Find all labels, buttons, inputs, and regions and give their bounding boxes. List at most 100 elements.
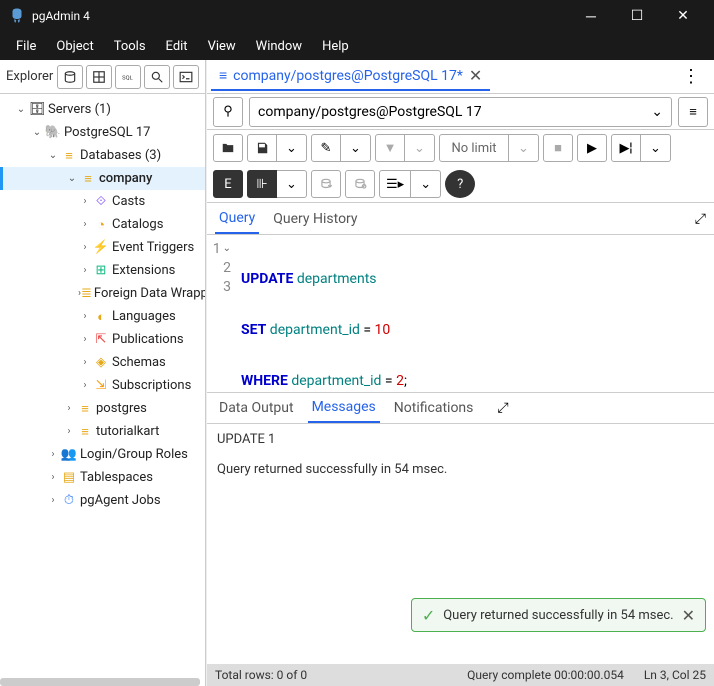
analyze-dropdown[interactable]: ⌄ [277,170,307,198]
commit-button[interactable] [311,170,341,198]
connection-row: ⚲ company/postgres@PostgreSQL 17 ⌄ ≡ [207,94,714,130]
extensions-icon: ⊞ [92,263,110,278]
sidebar-grid-icon[interactable] [86,65,112,89]
tree-catalogs[interactable]: ›◔Catalogs [0,213,205,236]
open-file-button[interactable] [213,134,243,162]
elephant-icon: 🐘 [44,125,62,140]
sql-editor[interactable]: 1 ⌄ 2 3 UPDATE departments SET departmen… [207,235,714,392]
macros-button[interactable]: ☰▸ [379,170,411,198]
database-icon: ≡ [76,424,94,440]
limit-dropdown[interactable]: ⌄ [509,134,539,162]
close-window-button[interactable]: ✕ [660,0,706,32]
languages-icon: ◐ [92,309,110,325]
explain-e-button[interactable]: E [213,170,243,198]
tablespaces-icon: ▤ [60,470,78,485]
explain-dropdown[interactable]: ⌄ [641,134,671,162]
foreign-icon: ≣ [81,286,92,301]
limit-select[interactable]: No limit [439,134,509,162]
sidebar-sql-icon[interactable]: SQL [115,65,141,89]
tree-subscriptions[interactable]: ›⇲Subscriptions [0,374,205,397]
tree-foreign-data[interactable]: ›≣Foreign Data Wrappers [0,282,205,305]
sidebar-header: Explorer SQL [0,60,205,94]
publications-icon: ⇱ [92,332,110,347]
disconnect-icon[interactable]: ⚲ [213,97,243,127]
triggers-icon: ⚡ [92,240,110,255]
chevron-down-icon: ⌄ [651,104,663,120]
connection-select[interactable]: company/postgres@PostgreSQL 17 ⌄ [249,97,672,127]
expand-editor-icon[interactable]: ⤢ [695,211,706,227]
tree-login-roles[interactable]: ›👥Login/Group Roles [0,443,205,466]
tab-query-history[interactable]: Query History [269,205,361,233]
roles-icon: 👥 [60,447,78,462]
connection-db-icon[interactable]: ≡ [678,97,708,127]
close-toast-icon[interactable]: ✕ [682,606,695,625]
tab-notifications[interactable]: Notifications [390,394,478,422]
filter-dropdown[interactable]: ⌄ [405,134,435,162]
code: UPDATE departments SET department_id = 1… [237,235,714,392]
menu-help[interactable]: Help [312,35,359,58]
menu-file[interactable]: File [6,35,46,58]
tree-schemas[interactable]: ›◈Schemas [0,351,205,374]
tab-messages[interactable]: Messages [308,393,380,423]
server-icon: 🗄 [28,102,46,117]
check-icon: ✓ [422,606,435,625]
filter-button[interactable]: ▼ [375,134,405,162]
status-rows: Total rows: 0 of 0 [215,668,307,682]
menu-edit[interactable]: Edit [156,35,198,58]
edit-dropdown[interactable]: ⌄ [341,134,371,162]
save-button[interactable] [247,134,277,162]
database-icon: ≡ [76,401,94,417]
tree-publications[interactable]: ›⇱Publications [0,328,205,351]
scrollbar[interactable] [0,678,200,686]
close-tab-icon[interactable]: ✕ [469,66,482,85]
tree-event-triggers[interactable]: ›⚡Event Triggers [0,236,205,259]
analyze-button[interactable]: ⊪ [247,170,277,198]
edit-button[interactable]: ✎ [311,134,341,162]
save-dropdown[interactable]: ⌄ [277,134,307,162]
tree-tablespaces[interactable]: ›▤Tablespaces [0,466,205,489]
editor-tab[interactable]: ≡ company/postgres@PostgreSQL 17* ✕ [211,63,490,91]
gutter: 1 ⌄ 2 3 [207,235,237,392]
menu-window[interactable]: Window [246,35,312,58]
tab-query[interactable]: Query [215,204,259,234]
tree-languages[interactable]: ›◐Languages [0,305,205,328]
database-icon: ≡ [60,148,78,164]
menu-object[interactable]: Object [46,35,103,58]
tree-casts[interactable]: ›⟐Casts [0,190,205,213]
tab-data-output[interactable]: Data Output [215,394,298,422]
tab-menu-icon[interactable]: ⋮ [672,66,710,87]
message-line: UPDATE 1 [217,432,704,447]
sidebar-db-icon[interactable] [57,65,83,89]
query-tabs: Query Query History ⤢ [207,203,714,235]
tree-databases[interactable]: ⌄≡Databases (3) [0,144,205,167]
window-title: pgAdmin 4 [32,9,568,23]
tree-extensions[interactable]: ›⊞Extensions [0,259,205,282]
tree-servers[interactable]: ⌄🗄Servers (1) [0,98,205,121]
tree-postgresql[interactable]: ⌄🐘PostgreSQL 17 [0,121,205,144]
menu-view[interactable]: View [198,35,246,58]
output-tabs: Data Output Messages Notifications ⤢ [207,392,714,424]
status-time: Query complete 00:00:00.054 [467,668,624,682]
explain-button[interactable]: ▶¦ [611,134,641,162]
subscriptions-icon: ⇲ [92,378,110,393]
tree-tutorialkart-db[interactable]: ›≡tutorialkart [0,420,205,443]
tree-pgagent[interactable]: ›⏱pgAgent Jobs [0,489,205,512]
sidebar-terminal-icon[interactable] [173,65,199,89]
menu-tools[interactable]: Tools [104,35,156,58]
status-pos: Ln 3, Col 25 [644,668,706,682]
database-icon: ≡ [79,171,97,187]
help-button[interactable]: ? [445,170,475,198]
minimize-button[interactable]: ─ [568,0,614,32]
rollback-button[interactable] [345,170,375,198]
macros-dropdown[interactable]: ⌄ [411,170,441,198]
tree-company[interactable]: ⌄≡company [0,167,205,190]
output-body: UPDATE 1 Query returned successfully in … [207,424,714,664]
catalogs-icon: ◔ [92,217,110,233]
sidebar-title: Explorer [6,69,54,84]
sidebar-search-icon[interactable] [144,65,170,89]
tree-postgres-db[interactable]: ›≡postgres [0,397,205,420]
maximize-button[interactable]: ☐ [614,0,660,32]
stop-button[interactable]: ■ [543,134,573,162]
expand-output-icon[interactable]: ⤢ [497,400,508,416]
execute-button[interactable]: ▶ [577,134,607,162]
